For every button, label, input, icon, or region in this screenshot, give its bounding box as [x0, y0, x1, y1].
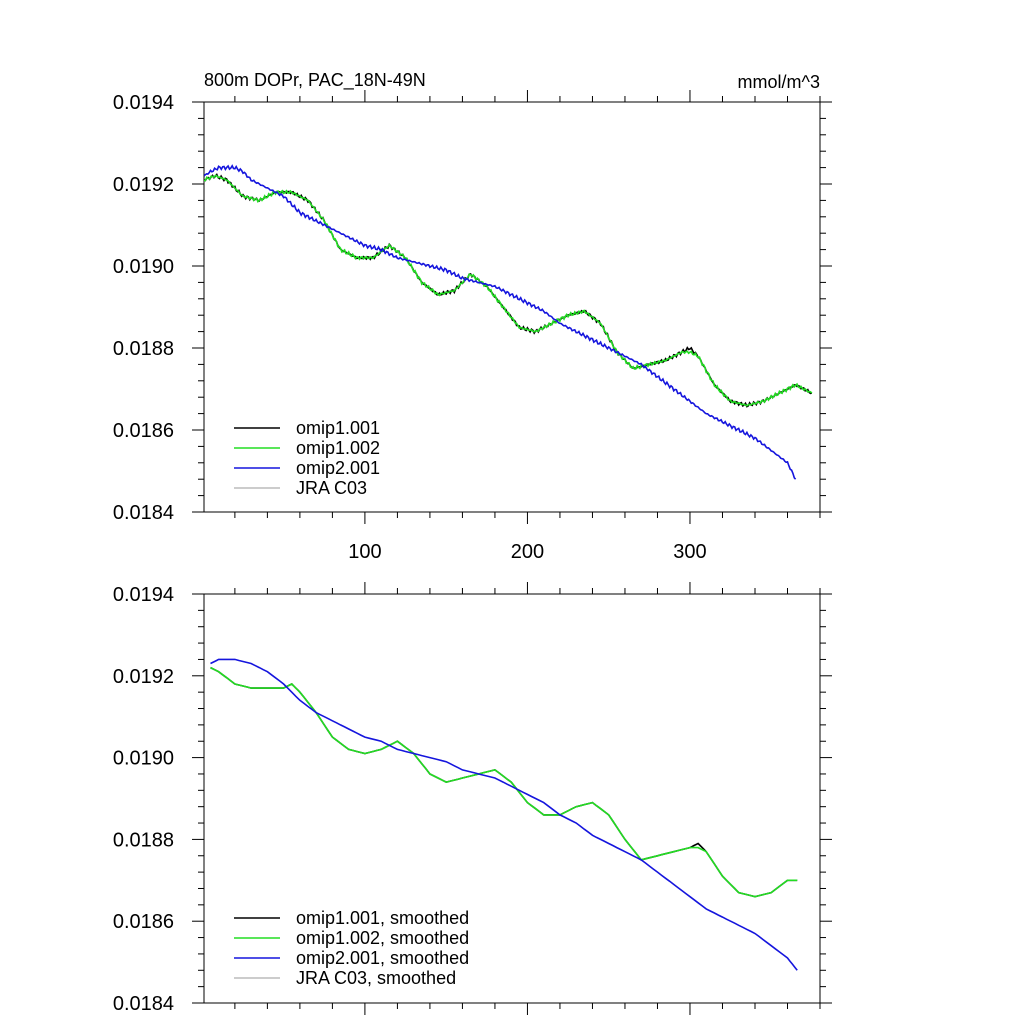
y-tick-label: 0.0192 — [113, 666, 174, 688]
y-tick-label: 0.0188 — [113, 829, 174, 851]
y-tick-label: 0.0188 — [113, 338, 174, 360]
x-tick-label: 100 — [348, 541, 381, 563]
y-tick-label: 0.0190 — [113, 748, 174, 770]
legend-label: omip1.002 — [296, 438, 380, 458]
legend-label: JRA C03 — [296, 478, 367, 498]
plot-frame — [203, 101, 821, 513]
x-tick-label: 200 — [511, 541, 544, 563]
y-tick-label: 0.0194 — [113, 584, 174, 606]
legend-label: omip1.001, smoothed — [296, 908, 469, 928]
y-tick-label: 0.0192 — [113, 174, 174, 196]
series-line-omip2-001 — [204, 164, 797, 480]
chart-panel-2: 0.0184 0.0186 0.0188 0.0190 0.0192 0.0194 omip… — [113, 582, 832, 1015]
y-tick-label: 0.0194 — [113, 92, 174, 114]
series-line-omip1-002 — [204, 174, 813, 407]
plot-frame — [203, 593, 821, 1004]
legend-label: omip1.002, smoothed — [296, 928, 469, 948]
legend-label: JRA C03, smoothed — [296, 968, 456, 988]
y-tick-label: 0.0184 — [113, 502, 174, 524]
chart-units: mmol/m^3 — [738, 72, 820, 92]
chart-title: 800m DOPr, PAC_18N-49N — [204, 70, 426, 91]
x-tick-label: 300 — [673, 541, 706, 563]
y-tick-label: 0.0190 — [113, 256, 174, 278]
y-tick-label: 0.0184 — [113, 993, 174, 1015]
legend-label: omip1.001 — [296, 418, 380, 438]
legend-label: omip2.001, smoothed — [296, 948, 469, 968]
chart-panel-1: 0.0184 0.0186 0.0188 0.0190 0.0192 0.0194 100 2… — [113, 70, 832, 563]
y-tick-label: 0.0186 — [113, 420, 174, 442]
series-line-omip2-001-smoothed — [210, 658, 798, 971]
series-line-omip1-002-smoothed — [210, 666, 798, 898]
legend-label: omip2.001 — [296, 458, 380, 478]
y-tick-label: 0.0186 — [113, 911, 174, 933]
